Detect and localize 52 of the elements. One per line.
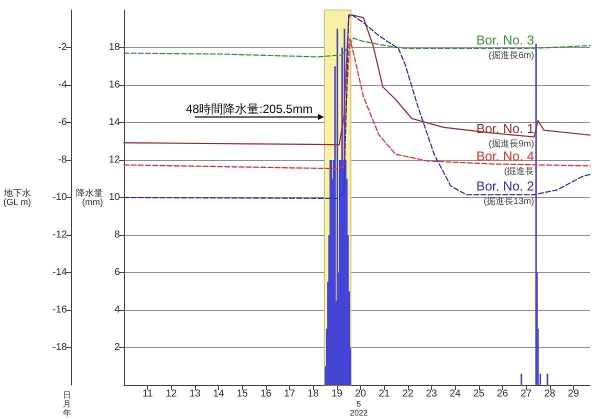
x-tick-label: 23 xyxy=(426,388,438,400)
x-tick-label: 19 xyxy=(331,388,343,400)
y2-tick-label: -14 xyxy=(52,267,68,278)
x-tick-label: 16 xyxy=(260,388,272,400)
x-tick-label: 25 xyxy=(473,388,485,400)
y-tick-label: 10 xyxy=(108,192,120,203)
x-tick-label: 14 xyxy=(213,388,225,400)
text: 月 xyxy=(63,400,71,408)
y2-tick-label: -6 xyxy=(58,117,68,128)
y2-tick-label: -8 xyxy=(58,154,68,166)
text: 日 xyxy=(63,390,71,400)
y-tick-label: 8 xyxy=(114,230,120,240)
x-tick-label: 15 xyxy=(236,388,248,400)
y2-tick-label: -4 xyxy=(58,80,68,90)
y-tick-label: 18 xyxy=(108,42,120,53)
y-tick-label: 16 xyxy=(108,80,120,90)
x-tick-label: 22 xyxy=(402,388,414,400)
text: 5 xyxy=(356,400,362,408)
x-tick-label: 21 xyxy=(378,388,390,400)
text: 2022 xyxy=(350,408,368,418)
x-tick-label: 26 xyxy=(496,388,508,400)
y-tick-label: 6 xyxy=(114,267,120,278)
band-label: 48時間降水量:205.5mm xyxy=(186,102,313,116)
annotation: (掘進長13m) xyxy=(484,196,534,206)
y-tick-label: 12 xyxy=(108,154,120,166)
y2-tick-label: -10 xyxy=(52,192,68,203)
series-label: Bor. No. 2 xyxy=(476,178,534,194)
y-axis-title: 降水量 (mm) xyxy=(76,188,103,207)
y-tick-label: 14 xyxy=(108,117,120,128)
x-tick-label: 24 xyxy=(450,388,462,400)
x-tick-label: 11 xyxy=(142,388,154,400)
x-tick-label: 18 xyxy=(308,388,320,400)
x-tick-label: 17 xyxy=(284,388,296,400)
x-tick-label: 20 xyxy=(354,388,367,400)
x-tick-label: 12 xyxy=(166,388,178,400)
text: 年 xyxy=(63,408,71,418)
x-tick-label: 13 xyxy=(189,388,201,400)
annotation: (掘進長6m) xyxy=(488,50,534,60)
y-tick-label: 4 xyxy=(114,304,120,316)
y2-tick-label: -16 xyxy=(52,304,68,316)
y-tick-label: 2 xyxy=(114,342,120,353)
x-tick-label: 29 xyxy=(568,388,580,400)
y2-tick-label: -12 xyxy=(52,230,68,240)
annotation: (掘進長 xyxy=(504,166,534,176)
y2-tick-label: -18 xyxy=(52,342,68,353)
series-label: Bor. No. 3 xyxy=(476,32,534,48)
x-tick-label: 27 xyxy=(520,388,532,400)
annotation: (掘進長9m) xyxy=(488,138,534,148)
y2-axis-title: 地下水 (GL m) xyxy=(3,188,31,207)
series-label: Bor. No. 4 xyxy=(476,148,534,164)
y2-tick-label: -2 xyxy=(58,42,68,53)
x-tick-label: 28 xyxy=(544,388,556,400)
